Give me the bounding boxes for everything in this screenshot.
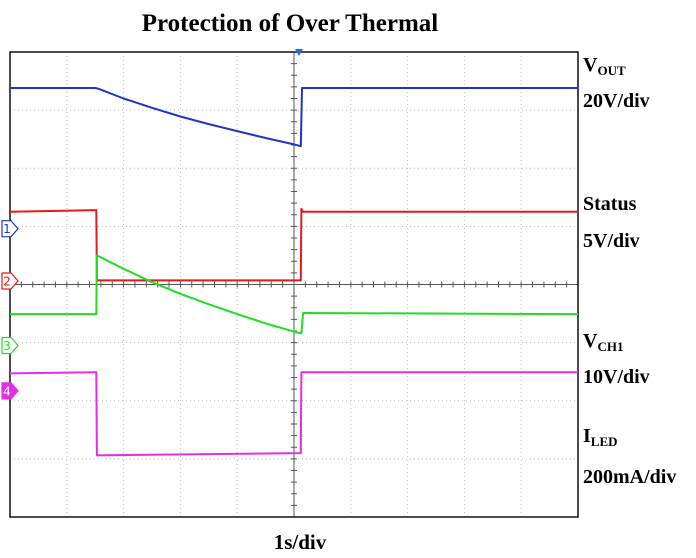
grid [10, 52, 578, 517]
chart-title: Protection of Over Thermal [141, 10, 439, 37]
vch1-label-main: V [583, 330, 598, 352]
channel-marker-label: 3 [3, 339, 11, 353]
trace-i-led [9, 371, 578, 457]
trace-v-out [10, 87, 578, 148]
iled-label-main: I [583, 425, 591, 447]
x-axis-label: 1s/div [273, 530, 327, 554]
vout-scale: 20V/div [583, 90, 650, 112]
channel-4-marker: 4 [1, 382, 19, 400]
channel-marker-shape [1, 220, 19, 238]
channel-marker-label: 1 [3, 222, 11, 236]
trigger-marker [295, 49, 303, 56]
channel-3-marker: 3 [1, 336, 19, 355]
vout-label-sub: OUT [597, 63, 626, 78]
channel-marker-label: 2 [3, 275, 11, 289]
vout-label-main: V [583, 54, 598, 76]
channel-1-marker: 1 [1, 220, 19, 238]
channel-marker-shape [1, 382, 19, 400]
trace-status [9, 207, 578, 282]
channel-markers: 1 2 3 4 [1, 220, 19, 400]
channel-2-marker: 2 [1, 272, 19, 290]
channel-marker-shape [1, 336, 19, 355]
vch1-label-sub: CH1 [597, 339, 624, 354]
iled-label: ILED [583, 425, 618, 450]
channel-marker-shape [1, 272, 19, 290]
status-scale: 5V/div [583, 230, 640, 252]
vch1-scale: 10V/div [583, 366, 650, 388]
status-label: Status [583, 193, 637, 215]
iled-scale: 200mA/div [583, 466, 677, 488]
channel-marker-label: 4 [3, 384, 11, 398]
traces [9, 87, 579, 457]
vch1-label: VCH1 [583, 330, 623, 355]
iled-label-sub: LED [590, 434, 618, 449]
vout-label: VOUT [583, 54, 626, 79]
trace-v-ch1 [10, 254, 579, 335]
